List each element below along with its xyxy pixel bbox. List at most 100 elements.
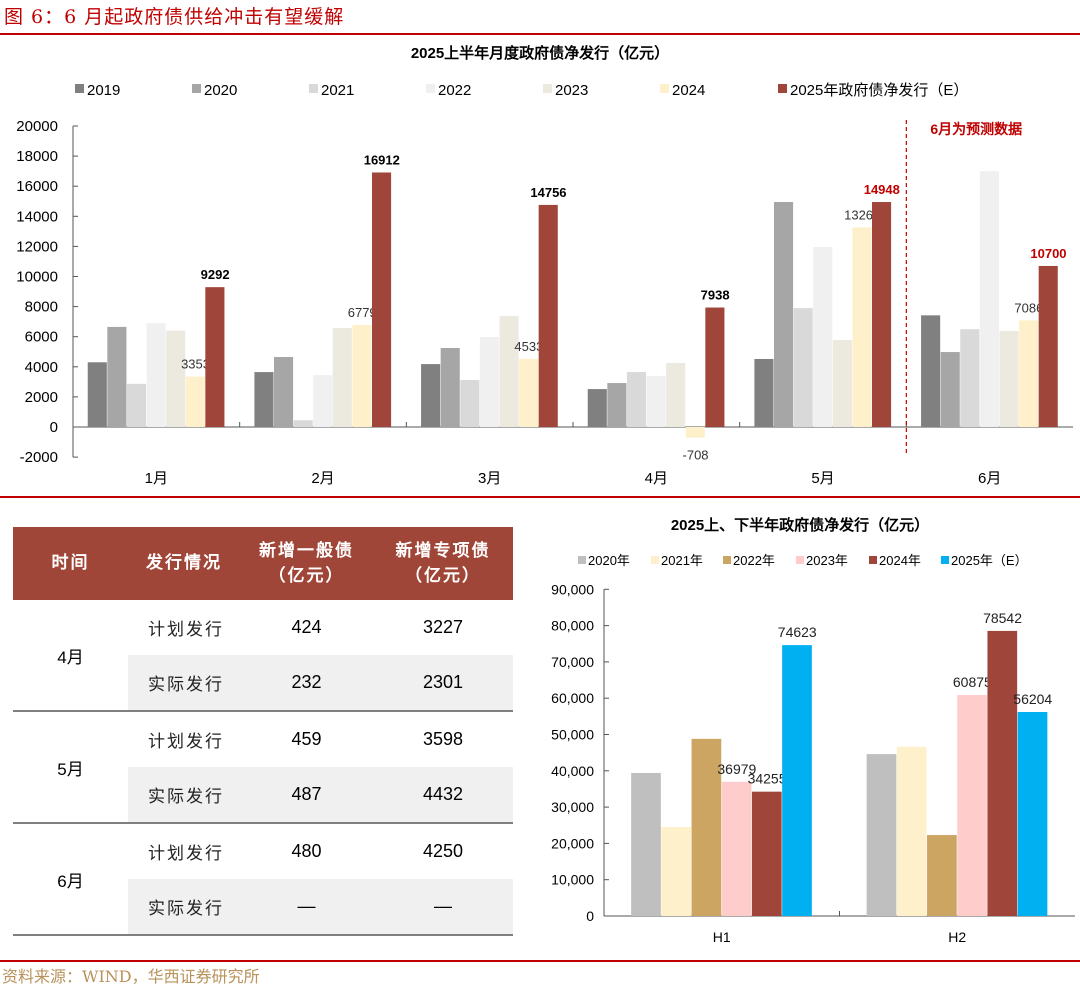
- general-bond-value: 459: [291, 729, 322, 749]
- x-tick-label: 5月: [811, 470, 834, 487]
- data-label: 7086: [1014, 300, 1043, 315]
- general-bond-value: 487: [291, 784, 322, 804]
- bar: [754, 358, 774, 427]
- header-new-special-bond: 新增专项债 （亿元）: [395, 540, 491, 586]
- legend-label: 2023: [555, 82, 588, 99]
- bar: [1019, 320, 1039, 427]
- header-time: 时间: [51, 553, 90, 573]
- month-cell: 4月: [57, 647, 84, 667]
- bar: [979, 171, 999, 427]
- bar: [685, 427, 705, 438]
- bar: [705, 307, 725, 427]
- bar: [166, 330, 186, 427]
- legend-label: 2020年: [588, 553, 630, 568]
- data-label: 9292: [201, 267, 230, 282]
- general-bond-value: 480: [291, 841, 322, 861]
- special-bond-value: —: [434, 896, 452, 916]
- table-group-june: 6月 计划发行 480 4250 实际发行 — —: [13, 824, 513, 936]
- month-cell: 5月: [57, 759, 84, 779]
- bar: [866, 754, 897, 916]
- y-tick-label: 0: [50, 419, 58, 436]
- data-label: 78542: [983, 610, 1022, 626]
- data-label: 56204: [1013, 691, 1052, 707]
- chart-title: 2025上、下半年政府债净发行（亿元）: [671, 516, 929, 534]
- general-bond-value: 232: [291, 672, 322, 692]
- forecast-annotation: 6月为预测数据: [930, 121, 1022, 137]
- legend-label: 2025年（E）: [951, 553, 1028, 568]
- bar: [666, 363, 686, 427]
- bar: [499, 315, 519, 427]
- special-bond-value: 3227: [422, 617, 464, 637]
- chart-title: 2025上半年月度政府债净发行（亿元）: [411, 44, 669, 62]
- y-tick-label: 18000: [16, 148, 58, 165]
- y-tick-label: 20,000: [551, 835, 594, 851]
- figure-title: 图 6：6 月起政府债供给冲击有望缓解: [4, 6, 345, 28]
- bar: [960, 329, 980, 427]
- data-label: 74623: [778, 624, 817, 640]
- special-bond-value: 3598: [422, 729, 464, 749]
- x-tick-label: 2月: [311, 470, 334, 487]
- bar: [479, 337, 499, 427]
- bar: [274, 357, 294, 427]
- header-issuance-status: 发行情况: [146, 553, 222, 573]
- table-row: 实际发行 232 2301: [128, 655, 513, 710]
- table-row: 计划发行 459 3598: [128, 712, 513, 767]
- y-tick-label: 6000: [25, 329, 58, 346]
- data-label: 34255: [748, 771, 787, 787]
- header-new-general-bond: 新增一般债 （亿元）: [259, 540, 354, 586]
- table-header: 时间 发行情况 新增一般债 （亿元） 新增专项债 （亿元）: [13, 527, 513, 600]
- bar: [538, 204, 558, 427]
- y-tick-label: 4000: [25, 359, 58, 376]
- special-bond-value: 4432: [422, 784, 464, 804]
- legend-swatch: [869, 556, 877, 564]
- bar: [721, 781, 752, 916]
- bar: [999, 330, 1019, 427]
- bar: [940, 352, 960, 427]
- x-tick-label: 1月: [145, 470, 168, 487]
- y-tick-label: 90,000: [551, 581, 594, 597]
- bar: [691, 738, 722, 916]
- legend-swatch: [75, 84, 84, 93]
- data-label: 16912: [364, 152, 400, 167]
- bar: [587, 389, 607, 427]
- data-label: 14948: [864, 182, 900, 197]
- row-label: 实际发行: [148, 675, 224, 695]
- bar: [421, 364, 441, 427]
- data-label: 3353: [181, 357, 210, 372]
- month-cell: 6月: [57, 871, 84, 891]
- y-tick-label: 0: [586, 908, 594, 924]
- legend-swatch: [941, 556, 949, 564]
- bar: [607, 383, 627, 427]
- legend-label: 2022年: [733, 553, 775, 568]
- bar: [927, 835, 957, 916]
- bar: [661, 827, 692, 916]
- bar: [107, 326, 127, 427]
- bar: [793, 308, 813, 427]
- table-row: 计划发行 424 3227: [128, 600, 513, 655]
- bar: [957, 695, 987, 916]
- bar: [832, 340, 852, 427]
- row-label: 计划发行: [148, 844, 224, 864]
- middle-divider: [0, 496, 1080, 498]
- bar: [254, 372, 274, 427]
- legend-label: 2021: [321, 82, 354, 99]
- bar: [1038, 265, 1058, 427]
- bar: [519, 358, 539, 427]
- bar: [987, 630, 1018, 916]
- data-label: 7938: [701, 288, 730, 303]
- y-tick-label: 10000: [16, 269, 58, 286]
- data-label: 36979: [717, 761, 756, 777]
- data-label: 13262: [844, 207, 880, 222]
- table-row: 实际发行 487 4432: [128, 767, 513, 822]
- legend-label: 2022: [438, 82, 471, 99]
- bond-issuance-table: 时间 发行情况 新增一般债 （亿元） 新增专项债 （亿元） 4月 计划发行 42…: [13, 527, 513, 936]
- legend-swatch: [796, 556, 804, 564]
- data-label: 10700: [1030, 246, 1066, 261]
- y-tick-label: 10,000: [551, 872, 594, 888]
- y-tick-label: 20000: [16, 118, 58, 135]
- legend-label: 2023年: [806, 553, 848, 568]
- bar: [896, 746, 927, 916]
- legend-swatch: [651, 556, 659, 564]
- bar: [352, 324, 372, 427]
- bar: [126, 383, 147, 427]
